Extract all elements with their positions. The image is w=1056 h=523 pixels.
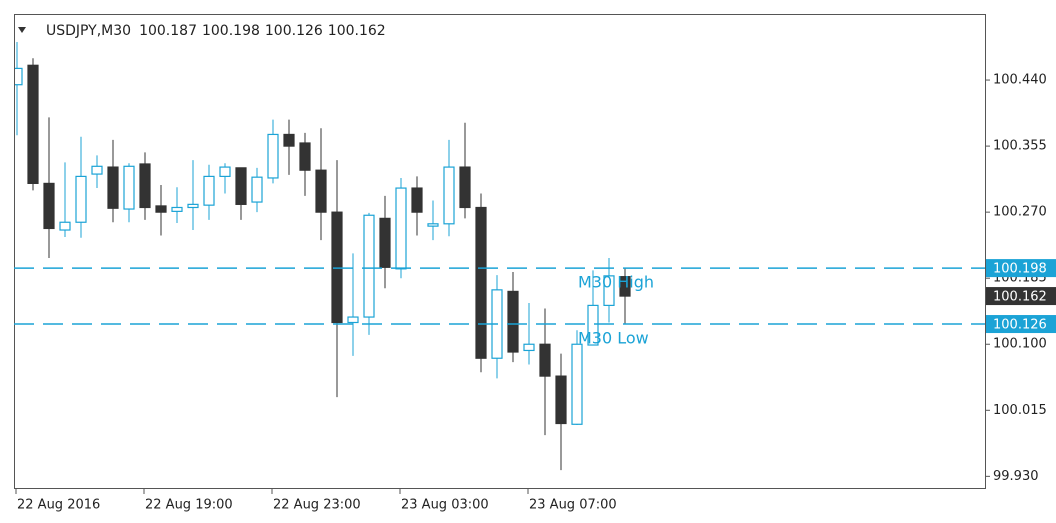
candle-body bbox=[347, 316, 359, 324]
candle-body bbox=[331, 211, 343, 324]
menu-arrow[interactable] bbox=[18, 27, 26, 33]
bid-label: 100.162 bbox=[993, 290, 1047, 305]
candle-body bbox=[267, 133, 279, 179]
candle-body bbox=[27, 64, 39, 184]
candle-body bbox=[475, 206, 487, 359]
x-tick-label: 22 Aug 23:00 bbox=[273, 498, 361, 513]
candle-body bbox=[395, 187, 407, 270]
candle-body bbox=[507, 290, 519, 353]
candle-body bbox=[299, 142, 311, 171]
candle-body bbox=[363, 214, 375, 318]
candle-body bbox=[91, 165, 103, 175]
level-label: M30 Low bbox=[578, 329, 649, 348]
candle-body bbox=[603, 275, 615, 306]
candle-body bbox=[411, 187, 423, 213]
candle-body bbox=[443, 166, 455, 225]
level-label: 100.198 bbox=[993, 262, 1047, 277]
y-tick-label: 100.015 bbox=[993, 403, 1047, 418]
level-label: 100.126 bbox=[993, 318, 1047, 333]
candle-body bbox=[43, 182, 55, 230]
candle-body bbox=[15, 67, 23, 86]
candle-body bbox=[379, 217, 391, 268]
candle-body bbox=[459, 166, 471, 209]
x-tick-label: 22 Aug 2016 bbox=[17, 498, 100, 513]
bid-box bbox=[986, 287, 1056, 306]
candle-body bbox=[75, 175, 87, 223]
candle-body bbox=[283, 133, 295, 147]
candle-body bbox=[523, 343, 535, 352]
symbol: USDJPY,M30 bbox=[46, 23, 131, 39]
level-label: M30 High bbox=[578, 273, 654, 292]
candle-body bbox=[251, 176, 263, 203]
candle-body bbox=[315, 169, 327, 213]
header-open: 100.187 bbox=[139, 23, 197, 39]
candle-body bbox=[59, 221, 71, 231]
x-tick-label: 23 Aug 03:00 bbox=[401, 498, 489, 513]
candle-body bbox=[187, 203, 199, 209]
level-box bbox=[986, 259, 1056, 278]
header-close: 100.162 bbox=[328, 23, 386, 39]
candle-body bbox=[203, 175, 215, 206]
y-tick-label: 100.355 bbox=[993, 139, 1047, 154]
candle-body bbox=[571, 343, 583, 425]
candle-body bbox=[155, 205, 167, 213]
level-box bbox=[986, 315, 1056, 334]
plot-frame bbox=[14, 14, 986, 489]
candle-body bbox=[555, 375, 567, 425]
candle-body bbox=[123, 165, 135, 210]
candle-body bbox=[235, 167, 247, 205]
candle-body bbox=[107, 166, 119, 209]
header-low: 100.126 bbox=[265, 23, 323, 39]
candle-body bbox=[219, 166, 231, 178]
header-high: 100.198 bbox=[202, 23, 260, 39]
candles bbox=[15, 41, 631, 471]
y-tick-label: 100.440 bbox=[993, 73, 1047, 88]
candle-body bbox=[619, 276, 631, 297]
x-tick-label: 23 Aug 07:00 bbox=[529, 498, 617, 513]
candle-body bbox=[587, 304, 599, 346]
candle-body bbox=[539, 343, 551, 377]
x-tick-label: 22 Aug 19:00 bbox=[145, 498, 233, 513]
candle-body bbox=[139, 163, 151, 209]
y-tick-label: 99.930 bbox=[993, 469, 1039, 484]
candle-body bbox=[171, 206, 183, 212]
header: USDJPY,M30 100.187 100.198 100.126 100.162 bbox=[46, 23, 386, 39]
y-tick-label: 100.100 bbox=[993, 337, 1047, 352]
y-tick-label: 100.270 bbox=[993, 205, 1047, 220]
candle-body bbox=[427, 223, 439, 227]
